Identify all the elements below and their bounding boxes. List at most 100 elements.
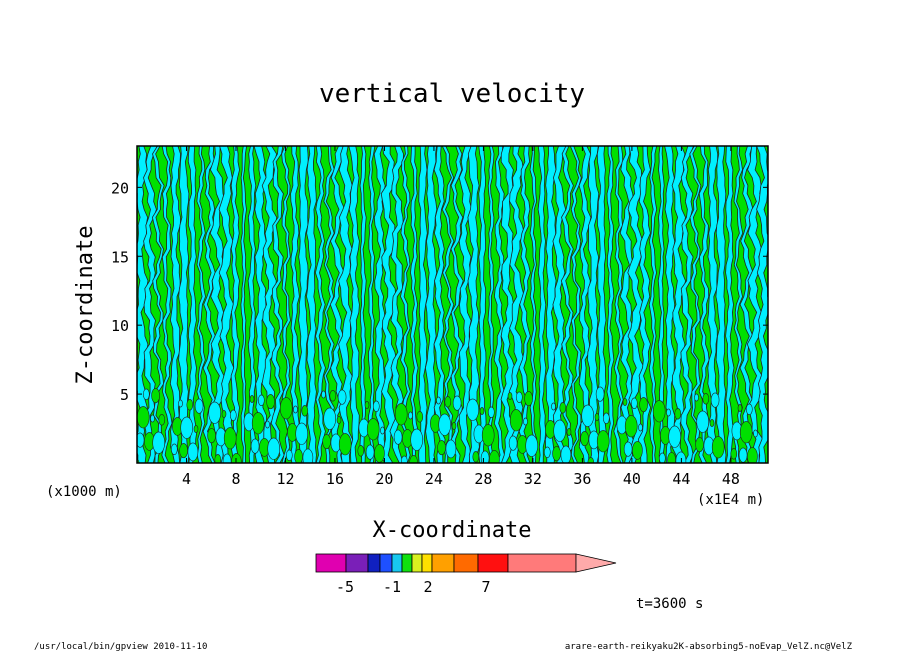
downdraft-column — [569, 146, 582, 463]
downdraft-column — [648, 146, 658, 463]
turbulent-cell — [214, 454, 222, 463]
downdraft-column — [297, 146, 309, 463]
turbulent-cell — [143, 388, 150, 400]
x-axis: 4 8 12 16 20 24 28 32 36 40 44 48 — [182, 146, 740, 488]
turbulent-cell — [666, 408, 671, 417]
turbulent-cell — [452, 395, 462, 411]
downdraft-column — [578, 146, 592, 463]
turbulent-cell — [171, 443, 178, 455]
turbulent-cell — [675, 451, 687, 463]
colorbar-swatch — [411, 553, 423, 573]
downdraft-column — [587, 146, 600, 463]
turbulent-cell — [739, 421, 753, 444]
turbulent-cell — [525, 434, 539, 457]
downdraft-column — [739, 146, 754, 463]
downdraft-column — [458, 146, 473, 463]
turbulent-cell — [357, 445, 365, 457]
footer-file: arare-earth-reikyaku2K-absorbing5-noEvap… — [564, 642, 852, 652]
turbulent-cell — [279, 397, 293, 420]
turbulent-cell — [301, 405, 309, 417]
turbulent-cell — [194, 398, 204, 414]
colorbar-extend-arrow — [575, 553, 617, 573]
downdraft-column — [518, 146, 531, 463]
turbulent-cell — [580, 431, 589, 447]
x-tick-label: 20 — [375, 470, 393, 488]
downdraft-column — [151, 146, 165, 463]
turbulent-cell — [596, 430, 610, 453]
downdraft-column — [606, 146, 615, 463]
downdraft-column — [270, 146, 285, 463]
turbulent-cell — [187, 442, 199, 462]
x-tick-label: 40 — [623, 470, 641, 488]
turbulent-cell — [150, 414, 155, 423]
turbulent-cell — [623, 441, 633, 457]
turbulent-cell — [702, 393, 710, 405]
x-tick-label: 44 — [672, 470, 690, 488]
downdraft-column — [240, 146, 248, 463]
turbulent-cell — [595, 386, 605, 402]
turbulent-cell — [410, 428, 424, 451]
colorbar-tick-label: -5 — [336, 578, 354, 596]
x-tick-label: 24 — [425, 470, 443, 488]
downdraft-column — [613, 146, 624, 463]
downdraft-column — [680, 146, 694, 463]
colorbar-swatch — [421, 553, 433, 573]
turbulent-cell — [444, 396, 452, 408]
turbulent-cell — [265, 420, 270, 429]
y-tick-label: 15 — [111, 248, 129, 266]
turbulent-cell — [208, 401, 221, 424]
footer-command: /usr/local/bin/gpview 2010-11-10 — [34, 642, 208, 652]
downdraft-column — [400, 146, 411, 463]
turbulent-cell — [338, 433, 352, 456]
downdraft-column — [450, 146, 464, 463]
downdraft-column — [433, 146, 446, 463]
turbulent-cell — [472, 451, 480, 463]
turbulent-cell — [560, 445, 572, 463]
colorbar-swatch — [345, 553, 369, 573]
turbulent-cell — [137, 406, 150, 429]
turbulent-cell — [524, 391, 533, 407]
turbulent-cell — [487, 406, 495, 418]
turbulent-cell — [667, 452, 676, 463]
turbulent-cell — [622, 398, 628, 406]
turbulent-cell — [695, 437, 704, 453]
turbulent-cell — [479, 407, 485, 415]
downdraft-column — [537, 146, 547, 463]
turbulent-cell — [737, 404, 743, 412]
turbulent-cell — [193, 425, 199, 433]
x-tick-label: 48 — [722, 470, 740, 488]
turbulent-cell — [489, 450, 500, 463]
downdraft-column — [619, 146, 635, 463]
downdraft-column — [441, 146, 455, 463]
downdraft-column — [706, 146, 719, 463]
turbulent-cell — [207, 428, 216, 444]
turbulent-cell — [745, 403, 753, 415]
turbulent-cell — [394, 403, 408, 426]
turbulent-cell — [553, 419, 567, 442]
downdraft-column — [281, 146, 292, 463]
downdraft-column — [161, 146, 173, 463]
downdraft-column — [715, 146, 727, 463]
downdraft-column — [467, 146, 480, 463]
turbulent-cell — [481, 424, 495, 447]
downdraft-column — [637, 146, 652, 463]
downdraft-column — [733, 146, 744, 463]
x-tick-label: 32 — [524, 470, 542, 488]
downdraft-column — [187, 146, 198, 463]
x-tick-label: 16 — [326, 470, 344, 488]
y-tick-label: 10 — [111, 317, 129, 335]
y-axis-label: Z-coordinate — [73, 226, 98, 385]
turbulent-cell — [451, 422, 457, 430]
contour-field — [137, 146, 768, 463]
downdraft-column — [178, 146, 190, 463]
downdraft-column — [143, 146, 158, 463]
turbulent-cell — [249, 395, 255, 403]
turbulent-cell — [515, 391, 523, 403]
turbulent-cell — [250, 438, 260, 454]
downdraft-column — [508, 146, 525, 463]
colorbar-swatch — [453, 553, 479, 573]
turbulent-cell — [659, 452, 666, 463]
turbulent-cell — [372, 400, 380, 412]
turbulent-cell — [186, 399, 194, 411]
